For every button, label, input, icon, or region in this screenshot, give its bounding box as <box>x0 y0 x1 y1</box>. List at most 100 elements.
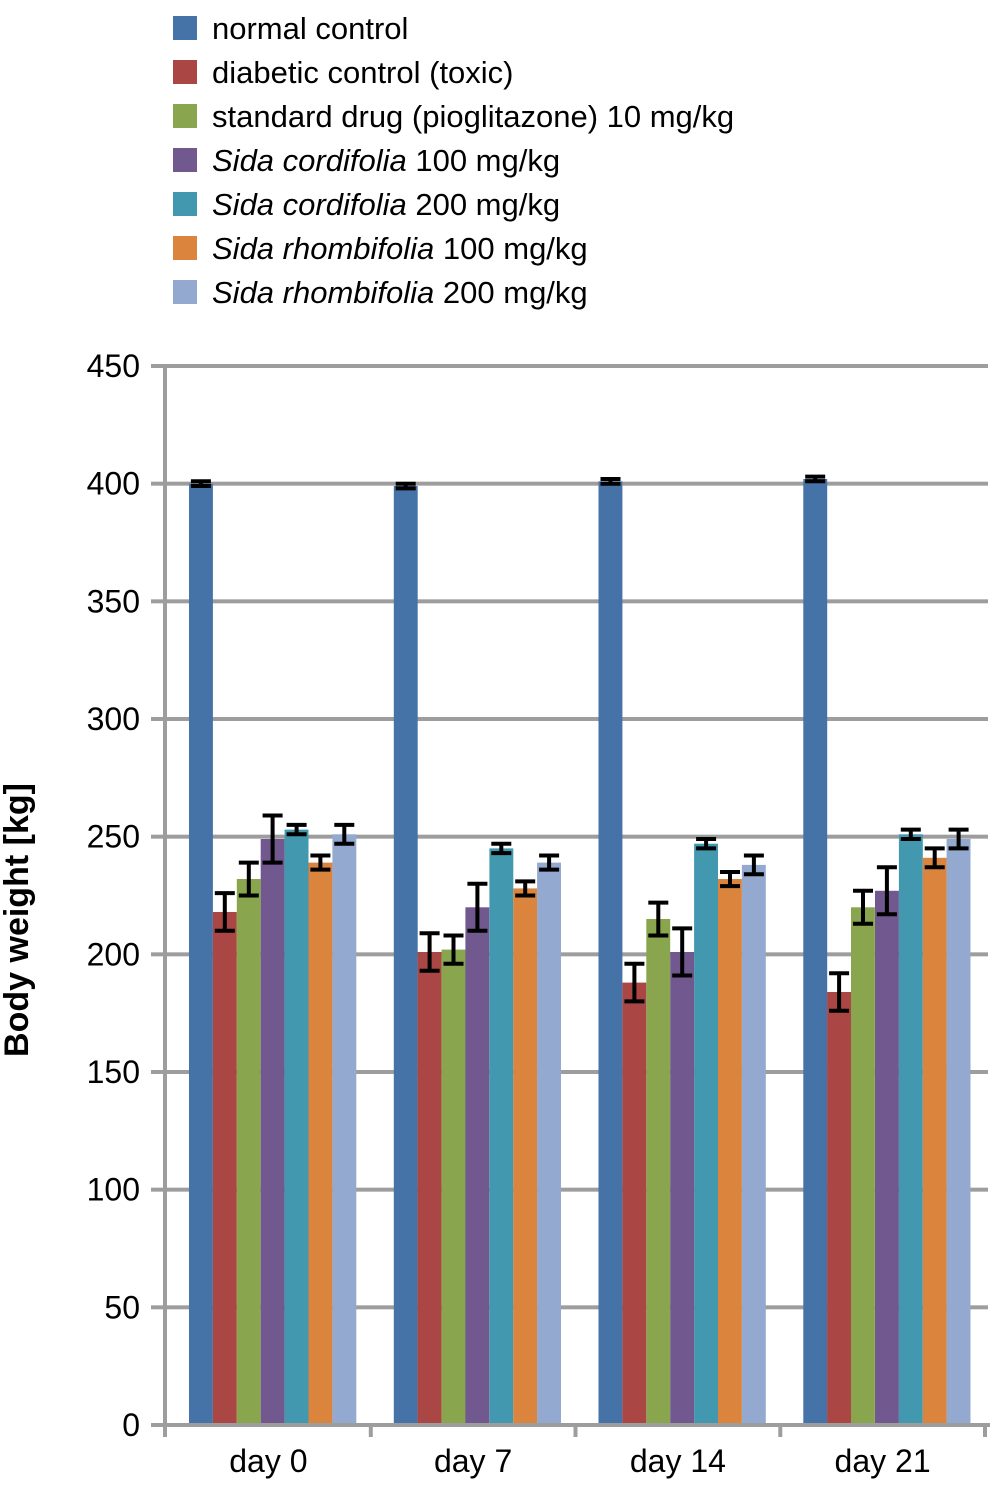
bar <box>922 857 947 1425</box>
x-category-label: day 7 <box>434 1443 512 1479</box>
x-category-label: day 0 <box>229 1443 307 1479</box>
gridlines <box>151 364 988 1310</box>
error-bar <box>853 888 873 926</box>
bar <box>236 879 261 1425</box>
bar <box>598 481 623 1425</box>
legend-item: Sida rhombifolia 100 mg/kg <box>173 226 734 270</box>
bar <box>946 839 971 1425</box>
error-bar <box>672 926 693 978</box>
legend-item: Sida cordifolia 200 mg/kg <box>173 182 734 226</box>
legend-swatch <box>173 104 197 128</box>
legend-label: Sida cordifolia 100 mg/kg <box>212 142 561 178</box>
legend-label: Sida cordifolia 200 mg/kg <box>212 186 561 222</box>
gridline <box>151 1305 988 1310</box>
legend-swatch <box>173 236 197 260</box>
legend-label: standard drug (pioglitazone) 10 mg/kg <box>212 98 735 134</box>
legend-item: Sida rhombifolia 200 mg/kg <box>173 270 734 314</box>
y-tick-label: 250 <box>87 819 140 855</box>
bar <box>284 829 309 1425</box>
x-axis-tick <box>778 1427 783 1437</box>
y-tick-label: 450 <box>87 348 140 384</box>
error-bar <box>948 827 969 851</box>
legend-label: diabetic control (toxic) <box>212 54 514 90</box>
error-bar <box>286 822 307 837</box>
bar <box>646 919 671 1425</box>
legend-swatch <box>173 16 197 40</box>
bar <box>189 483 213 1425</box>
gridline <box>151 481 988 486</box>
y-tick-label: 50 <box>104 1289 140 1325</box>
error-bar <box>600 477 621 486</box>
error-bar <box>443 933 464 966</box>
error-bar <box>190 479 211 488</box>
x-category-label: day 21 <box>835 1443 931 1479</box>
error-bars <box>190 474 969 1013</box>
error-bar <box>805 474 826 484</box>
y-tick-label: 400 <box>87 466 140 502</box>
error-bar <box>214 891 235 933</box>
legend: normal control diabetic control (toxic) st… <box>173 6 734 314</box>
y-tick-label: 350 <box>87 583 140 619</box>
x-category-label: day 14 <box>630 1443 726 1479</box>
error-bar <box>720 870 740 889</box>
y-axis-title: Body weight [kg] <box>0 783 36 1057</box>
legend-item: standard drug (pioglitazone) 10 mg/kg <box>173 94 734 138</box>
bar <box>741 864 766 1425</box>
error-bar <box>876 865 897 917</box>
gridline <box>151 599 988 604</box>
bar <box>622 982 647 1425</box>
legend-label: Sida rhombifolia 100 mg/kg <box>212 230 588 266</box>
bar <box>875 890 899 1425</box>
x-category-labels: day 0 day 7 day 14 day 21 <box>229 1443 930 1479</box>
error-bar <box>419 931 440 973</box>
bar <box>332 834 357 1425</box>
bar <box>441 949 466 1425</box>
x-axis-line <box>151 1423 990 1427</box>
x-axis-tick <box>368 1427 373 1437</box>
y-tick-label: 0 <box>122 1407 140 1443</box>
error-bar <box>624 961 645 1004</box>
bar <box>718 879 742 1425</box>
legend-label: normal control <box>212 10 409 46</box>
y-tick-labels: 0 50 100 150 200 250 300 350 400 450 <box>87 348 140 1443</box>
legend-item: diabetic control (toxic) <box>173 50 734 94</box>
bar <box>212 912 237 1425</box>
legend-item: normal control <box>173 6 734 50</box>
error-bar <box>829 971 850 1013</box>
bar <box>851 907 875 1425</box>
gridline <box>151 1187 988 1192</box>
error-bar <box>648 900 669 938</box>
bars <box>189 479 971 1425</box>
legend-swatch <box>173 192 197 216</box>
bar <box>513 888 538 1425</box>
bar <box>393 486 418 1425</box>
error-bar <box>310 853 331 872</box>
x-axis-tick <box>983 1427 987 1437</box>
bar <box>803 479 828 1425</box>
y-tick-label: 300 <box>87 701 140 737</box>
error-bar <box>467 881 488 933</box>
error-bar <box>539 853 560 872</box>
bar <box>537 862 561 1425</box>
error-bar <box>515 879 536 898</box>
gridline <box>151 717 988 721</box>
y-tick-label: 100 <box>87 1172 140 1208</box>
y-tick-label: 200 <box>87 936 140 972</box>
y-axis-line <box>163 364 167 1437</box>
legend-swatch <box>173 60 197 84</box>
y-tick-label: 150 <box>87 1054 140 1090</box>
error-bar <box>900 827 921 841</box>
error-bar <box>924 846 945 870</box>
error-bar <box>262 813 283 865</box>
bar <box>827 992 851 1425</box>
legend-label: Sida rhombifolia 200 mg/kg <box>212 274 588 310</box>
gridline <box>151 364 988 368</box>
error-bar <box>395 481 416 491</box>
error-bar <box>743 853 764 877</box>
error-bar <box>238 860 259 898</box>
axes <box>151 364 990 1437</box>
legend-item: Sida cordifolia 100 mg/kg <box>173 138 734 182</box>
gridline <box>151 952 988 957</box>
bar <box>694 843 718 1425</box>
